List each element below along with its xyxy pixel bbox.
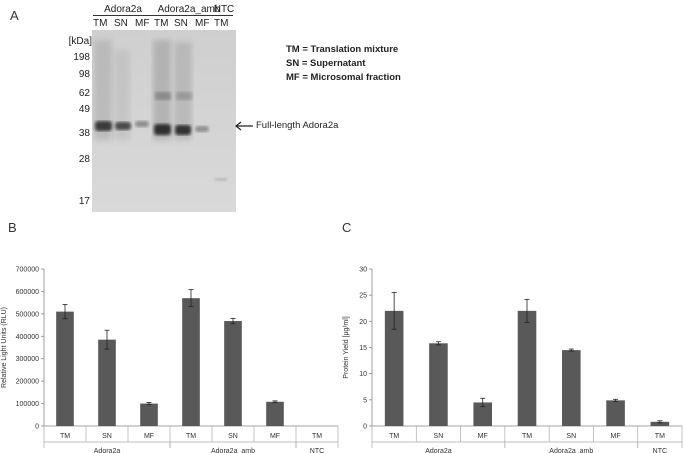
legend-line-sn: SN = Supernatant [286,58,366,69]
group-label: Adora2a_amb [211,448,255,453]
x-tick-label: TM [312,433,322,440]
blot-marker-label: 49 [78,104,90,115]
x-tick-label: TM [655,433,665,440]
y-axis-label: Protein Yield [µg/ml] [343,316,350,378]
x-tick-label: TM [522,433,532,440]
blot-group-line [152,15,222,16]
blot-lane-label: SN [174,18,188,29]
bar [606,400,625,426]
bar [517,310,537,426]
y-tick-label: 5 [363,397,367,404]
blot-group-ntc: NTC [213,4,235,15]
x-tick-label: SN [566,433,576,440]
y-axis-label: Relative Light Units (RLU) [1,307,8,388]
blot-marker-label: 17 [78,196,90,207]
y-tick-label: 15 [359,345,367,352]
y-tick-label: 25 [359,293,367,300]
x-tick-label: TM [60,433,70,440]
x-tick-label: MF [270,433,280,440]
blot-marker-label: 98 [78,69,90,80]
arrow-left-icon [235,121,253,131]
blot-group-adora2a: Adora2a [104,4,142,15]
bar [650,421,670,426]
blot-marker-label: 28 [78,154,90,165]
bar [473,402,493,426]
group-label: NTC [310,448,324,453]
group-label: Adora2a [94,448,121,453]
blot-lane-label: MF [195,18,210,29]
group-label: NTC [653,448,667,453]
blot-marker-label: 38 [78,128,90,139]
panel-a-label: A [10,8,19,23]
x-tick-label: SN [228,433,238,440]
western-blot-figure: Adora2a Adora2a_amb NTC TM SN MF TM SN M… [0,0,338,215]
panel-c-label: C [342,220,352,235]
y-tick-label: 600000 [16,289,39,296]
x-tick-label: SN [434,433,444,440]
rlu-bar-chart: Relative Light Units (RLU) 0 100000 200000 3… [1,267,339,453]
blot-lane-label: MF [135,18,150,29]
blot-lane-label: SN [114,18,128,29]
y-tick-label: 500000 [16,311,39,318]
group-label: Adora2a_amb [549,448,593,453]
y-tick-label: 700000 [16,267,39,274]
x-tick-label: MF [478,433,488,440]
bar [384,310,404,426]
x-tick-label: MF [144,433,154,440]
blot-lane-label: TM [154,18,169,29]
y-tick-label: 10 [359,371,367,378]
y-tick-label: 0 [363,424,367,431]
legend-line-tm: TM = Translation mixture [286,44,399,55]
bar [140,403,158,426]
blot-marker-label: 62 [78,88,90,99]
y-tick-label: 30 [359,267,367,274]
y-tick-label: 200000 [16,379,39,386]
protein-yield-bar-chart: Protein Yield [µg/ml] 0 5 10 15 20 25 30 TM SN MF T… [343,267,683,453]
y-tick-label: 0 [35,424,39,431]
x-tick-label: SN [102,433,112,440]
gel-image [92,30,236,212]
bar [429,343,448,426]
bar [98,339,116,426]
blot-kda-unit: [kDa] [68,36,92,47]
group-label: Adora2a [425,448,452,453]
y-tick-label: 100000 [16,401,39,408]
y-tick-label: 300000 [16,356,39,363]
legend-line-mf: MF = Microsomal fraction [286,72,401,83]
bar [561,350,581,426]
bar [182,298,200,426]
blot-group-line [213,15,233,16]
blot-lane-label: TM [93,18,108,29]
x-tick-label: TM [389,433,399,440]
bar [224,321,242,426]
blot-group-line [93,15,153,16]
bar [266,401,284,426]
y-tick-label: 400000 [16,334,39,341]
blot-group-adora2a-amb: Adora2a_amb [157,4,221,15]
blot-marker-label: 198 [73,52,90,63]
band-annotation: Full-length Adora2a [256,120,339,131]
x-tick-label: MF [611,433,621,440]
x-tick-label: TM [186,433,196,440]
y-tick-label: 20 [359,319,367,326]
bar [56,311,74,426]
blot-lane-label: TM [214,18,229,29]
panel-b-label: B [8,220,17,235]
